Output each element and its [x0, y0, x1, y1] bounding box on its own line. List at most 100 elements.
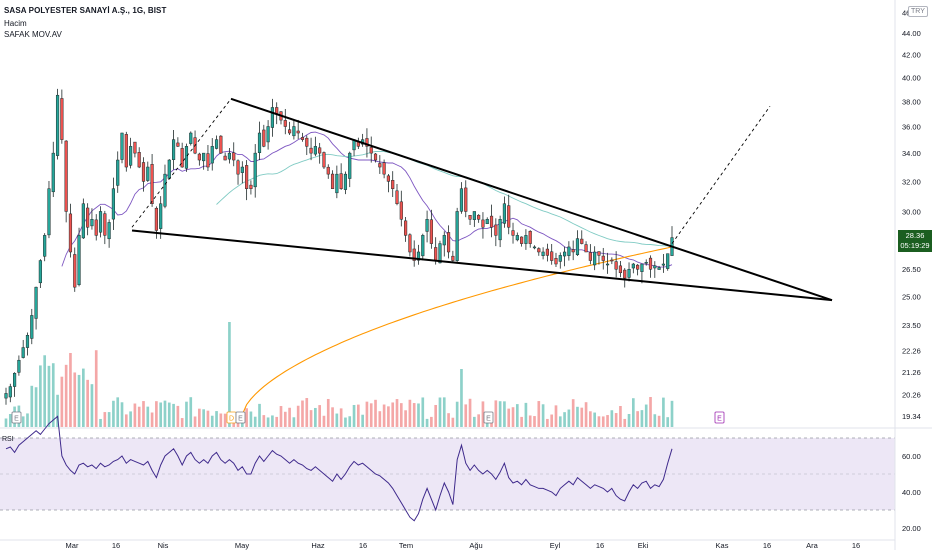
- event-marker[interactable]: E: [235, 411, 246, 424]
- volume-bar: [395, 399, 399, 427]
- candle-body: [580, 238, 584, 244]
- candle-body: [481, 219, 485, 228]
- time-tick-label: Kas: [716, 541, 729, 550]
- currency-badge[interactable]: TRY: [908, 6, 928, 17]
- volume-bar: [610, 410, 614, 427]
- candle-body: [343, 173, 348, 190]
- volume-bar: [172, 403, 175, 427]
- candle-body: [545, 248, 549, 256]
- volume-bars: [4, 322, 674, 427]
- event-marker[interactable]: E: [714, 411, 725, 424]
- candle-body: [636, 264, 640, 270]
- volume-bar: [142, 401, 145, 427]
- volume-bar: [434, 404, 438, 427]
- candle-body: [446, 232, 451, 253]
- volume-bar: [99, 418, 102, 427]
- candle-body: [434, 247, 438, 261]
- candle-body: [365, 138, 369, 147]
- volume-bar: [417, 403, 420, 427]
- volume-bar: [228, 322, 231, 427]
- volume-bar: [309, 410, 313, 427]
- volume-bar: [554, 405, 558, 427]
- candle-body: [382, 162, 386, 175]
- event-marker[interactable]: E: [11, 411, 22, 424]
- event-marker[interactable]: E: [483, 411, 494, 424]
- event-marker-box: [11, 411, 22, 424]
- volume-bar: [593, 412, 596, 427]
- candle-body: [511, 230, 515, 236]
- candle-body: [318, 147, 322, 154]
- volume-bar: [580, 407, 584, 427]
- candle-body: [588, 252, 592, 261]
- candle-body: [395, 190, 399, 204]
- candle-body: [498, 219, 502, 241]
- volume-bar: [283, 411, 287, 427]
- volume-bar: [533, 416, 536, 427]
- ma-slow-line: [241, 246, 673, 415]
- volume-bar: [21, 416, 25, 427]
- rsi-tick-label: 60.00: [902, 452, 921, 461]
- candle-body: [666, 253, 670, 269]
- candle-body: [94, 219, 98, 236]
- volume-bar: [271, 415, 274, 427]
- last-price: 28.36: [905, 231, 925, 240]
- volume-bar: [296, 405, 300, 427]
- volume-bar: [503, 401, 506, 427]
- candle-body: [236, 160, 240, 175]
- candle-body: [214, 139, 219, 149]
- candle-body: [455, 211, 459, 261]
- volume-bar: [528, 415, 532, 427]
- candle-body: [584, 244, 588, 253]
- volume-bar: [670, 400, 674, 427]
- candle-body: [416, 251, 421, 261]
- indicator-label[interactable]: SAFAK MOV.AV: [4, 30, 62, 39]
- candle-body: [494, 224, 498, 236]
- candle-body: [245, 165, 249, 189]
- volume-bar: [69, 352, 72, 427]
- candle-body: [593, 251, 597, 266]
- time-tick-label: Eki: [638, 541, 649, 550]
- volume-bar: [619, 405, 622, 427]
- volume-bar: [185, 401, 188, 427]
- volume-bar: [4, 418, 8, 427]
- volume-label[interactable]: Hacim: [4, 19, 27, 28]
- candle-body: [485, 219, 489, 225]
- trendline-support: [131, 229, 833, 302]
- volume-bar: [442, 397, 446, 427]
- price-tick-label: 36.00: [902, 122, 921, 131]
- price-tick-label: 22.26: [902, 346, 921, 355]
- trendlines[interactable]: [131, 97, 833, 302]
- candle-body: [412, 248, 416, 261]
- volume-bar: [520, 416, 523, 427]
- candle-body: [38, 260, 42, 284]
- volume-bar: [640, 410, 644, 427]
- volume-bar: [112, 400, 115, 427]
- volume-bar: [116, 397, 120, 427]
- event-marker[interactable]: D: [226, 411, 237, 424]
- volume-bar: [202, 409, 205, 427]
- candle-body: [597, 251, 601, 256]
- candle-body: [438, 243, 442, 264]
- symbol-title[interactable]: SASA POLYESTER SANAYİ A.Ş., 1G, BIST: [4, 6, 167, 15]
- candle-body: [502, 203, 507, 224]
- volume-bar: [473, 416, 476, 427]
- volume-bar: [494, 400, 498, 427]
- volume-bar: [369, 403, 373, 427]
- time-tick-label: Eyl: [550, 541, 561, 550]
- rsi-band: [0, 437, 895, 511]
- candle-body: [60, 98, 64, 140]
- price-tick-label: 19.34: [902, 412, 921, 421]
- time-axis[interactable]: Mar 16 Nis May Haz 16 Tem Ağu Eyl 16 Eki Kas 16 Ara 16: [66, 541, 861, 550]
- volume-bar: [124, 414, 128, 427]
- candle-body: [661, 263, 665, 266]
- volume-bar: [541, 404, 545, 427]
- candle-body: [627, 268, 631, 278]
- candle-body: [240, 166, 244, 173]
- volume-bar: [558, 416, 562, 427]
- volume-bar: [275, 416, 279, 427]
- volume-bar: [258, 403, 261, 427]
- volume-bar: [537, 401, 541, 427]
- candle-body: [257, 132, 262, 153]
